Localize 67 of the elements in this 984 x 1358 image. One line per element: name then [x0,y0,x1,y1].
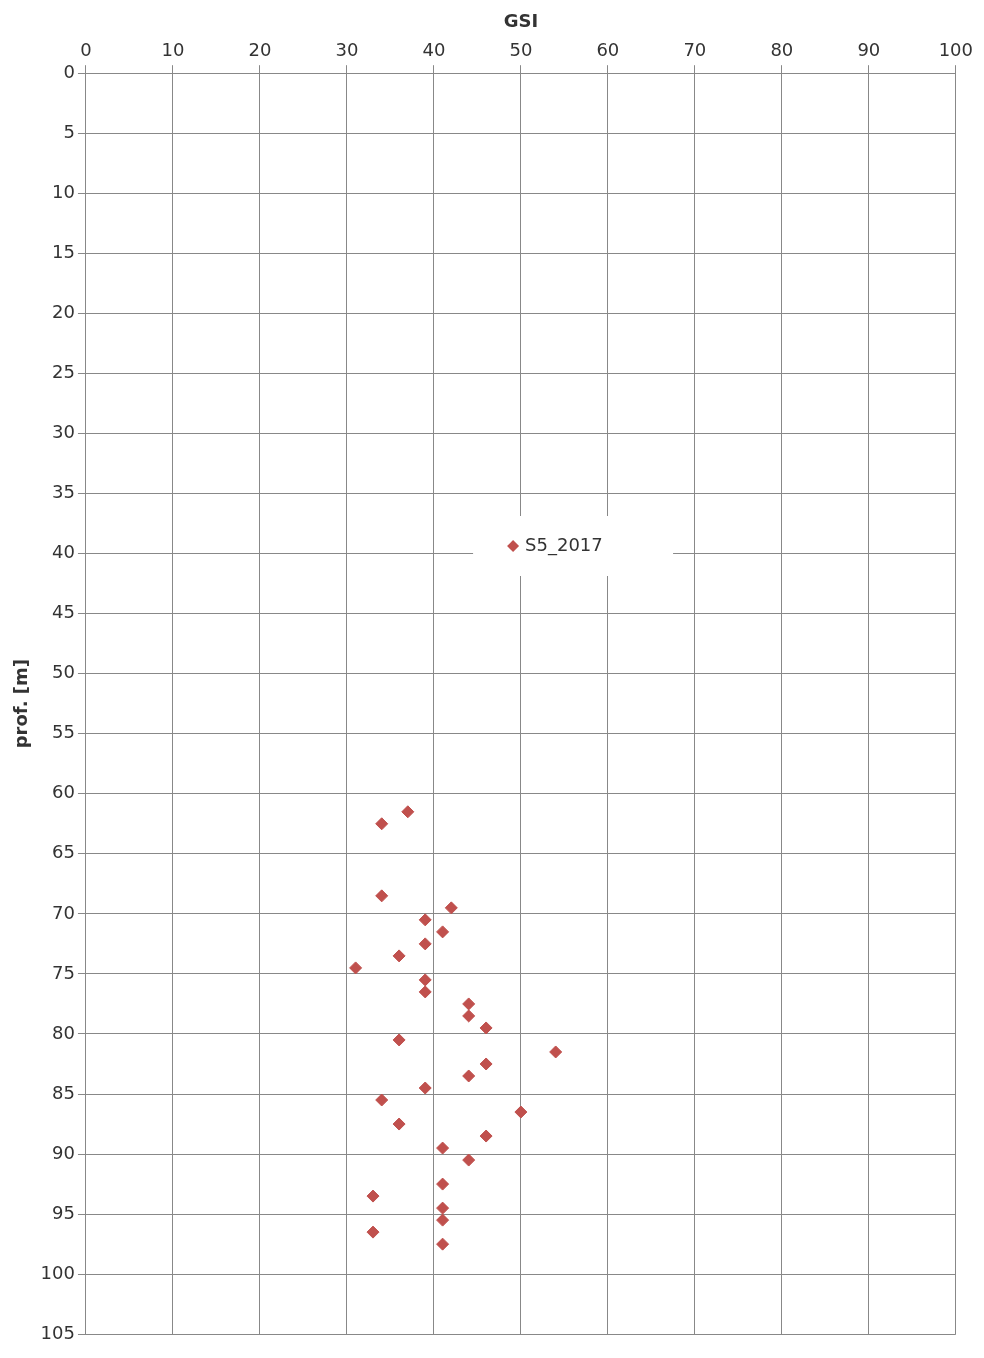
y-tick-label: 50 [52,661,75,683]
y-tick-label: 90 [52,1141,75,1163]
y-tick-label: 35 [52,481,75,503]
point [436,1141,450,1155]
y-tick-label: 20 [52,301,75,323]
y-tick-label: 15 [52,241,75,263]
y-tick-label: 95 [52,1201,75,1223]
x-tick-label: 20 [248,39,272,61]
legend-label: S5_2017 [525,533,603,556]
point [549,1045,563,1059]
y-tick-label: 70 [52,901,75,923]
point [436,1213,450,1227]
y-tick-label: 10 [52,180,75,202]
point [375,817,389,831]
y-tick-label: 105 [40,1321,75,1343]
y-tick-label: 65 [52,841,75,863]
point [366,1189,380,1203]
y-tick-label: 5 [63,120,75,142]
y-axis-title: prof. [m] [10,659,32,749]
point [479,1021,493,1035]
y-tick-label: 60 [52,781,75,803]
point [514,1105,528,1119]
x-tick-label: 10 [161,39,185,61]
point [418,1081,432,1095]
y-tick-label: 85 [52,1081,75,1103]
point [444,901,458,915]
point [418,985,432,999]
x-tick-label: 60 [596,39,620,61]
x-tick-label: 80 [770,39,794,61]
y-tick-label: 25 [52,361,75,383]
point [375,889,389,903]
point [366,1225,380,1239]
point [479,1129,493,1143]
point [436,1237,450,1251]
point [349,961,363,975]
point [436,925,450,939]
point [392,1117,406,1131]
x-tick-label: 90 [857,39,881,61]
y-tick-label: 40 [52,541,75,563]
x-axis-title: GSI [503,10,539,32]
y-tick-label: 80 [52,1021,75,1043]
point [462,1009,476,1023]
point [375,1093,389,1107]
point [462,1153,476,1167]
y-tick-label: 75 [52,961,75,983]
y-tick-label: 30 [52,421,75,443]
x-tick-label: 50 [509,39,533,61]
x-tick-label: 0 [80,39,92,61]
y-tick-label: 55 [52,721,75,743]
x-tick-label: 70 [683,39,707,61]
y-tick-label: 0 [63,60,75,82]
point [418,913,432,927]
point [401,805,415,819]
x-tick-label: 100 [938,39,973,61]
x-tick-label: 40 [422,39,446,61]
point [392,1033,406,1047]
point [462,997,476,1011]
x-tick-label: 30 [335,39,359,61]
point [392,949,406,963]
point [479,1057,493,1071]
y-tick-label: 45 [52,601,75,623]
point [418,973,432,987]
point [436,1177,450,1191]
point [462,1069,476,1083]
point [436,1201,450,1215]
point [418,937,432,951]
y-tick-label: 100 [40,1261,75,1283]
